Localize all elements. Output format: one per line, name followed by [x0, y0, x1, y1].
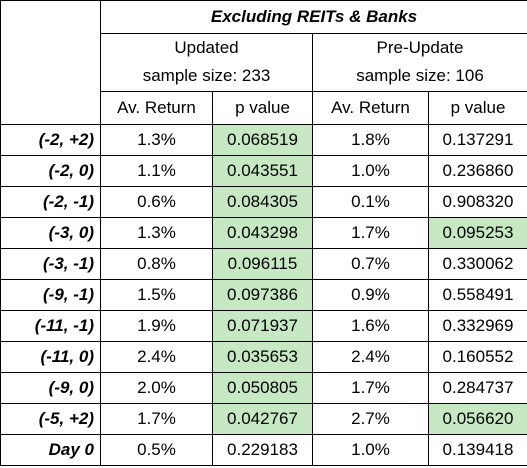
- data-cell: 1.0%: [312, 155, 429, 187]
- sample-size: sample size: 106: [312, 61, 527, 92]
- data-cell: 0.068519: [212, 124, 313, 156]
- data-cell: 0.056620: [428, 403, 527, 435]
- data-cell: 1.0%: [312, 434, 429, 466]
- data-row: (-3, 0) 1.3% 0.043298 1.7% 0.095253: [0, 217, 527, 249]
- data-row: (-9, 0) 2.0% 0.050805 1.7% 0.284737: [0, 372, 527, 404]
- data-cell: 0.7%: [312, 248, 429, 280]
- data-cell: 1.3%: [100, 217, 213, 249]
- data-cell: 0.1%: [312, 186, 429, 218]
- data-cell: 0.043298: [212, 217, 313, 249]
- data-cell: 0.097386: [212, 279, 313, 311]
- data-cell: 1.5%: [100, 279, 213, 311]
- data-cell: 0.6%: [100, 186, 213, 218]
- sample-size: sample size: 233: [100, 61, 313, 92]
- data-cell: 0.330062: [428, 248, 527, 280]
- data-cell: 0.284737: [428, 372, 527, 404]
- data-cell: 0.095253: [428, 217, 527, 249]
- data-cell: 0.229183: [212, 434, 313, 466]
- row-label: (-2, +2): [0, 124, 101, 156]
- column-header: Av. Return: [100, 91, 213, 125]
- corner-cell: [0, 0, 101, 125]
- data-cell: 0.137291: [428, 124, 527, 156]
- data-row: Day 0 0.5% 0.229183 1.0% 0.139418: [0, 434, 527, 466]
- data-cell: 0.5%: [100, 434, 213, 466]
- data-cell: 1.6%: [312, 310, 429, 342]
- data-cell: 1.7%: [312, 372, 429, 404]
- data-cell: 1.3%: [100, 124, 213, 156]
- column-header: Av. Return: [312, 91, 429, 125]
- data-cell: 2.4%: [312, 341, 429, 373]
- row-label: (-2, 0): [0, 155, 101, 187]
- data-row: (-2, 0) 1.1% 0.043551 1.0% 0.236860: [0, 155, 527, 187]
- data-cell: 1.7%: [312, 217, 429, 249]
- row-label: (-5, +2): [0, 403, 101, 435]
- row-label: (-9, 0): [0, 372, 101, 404]
- data-row: (-11, 0) 2.4% 0.035653 2.4% 0.160552: [0, 341, 527, 373]
- data-cell: 0.8%: [100, 248, 213, 280]
- data-cell: 1.7%: [100, 403, 213, 435]
- row-label: (-11, 0): [0, 341, 101, 373]
- group-row: Updated Pre-Update: [1, 33, 527, 62]
- row-label: (-9, -1): [0, 279, 101, 311]
- data-cell: 0.096115: [212, 248, 313, 280]
- data-cell: 0.9%: [312, 279, 429, 311]
- data-row: (-2, +2) 1.3% 0.068519 1.8% 0.137291: [0, 124, 527, 156]
- group-name: Updated: [100, 33, 313, 62]
- data-cell: 0.332969: [428, 310, 527, 342]
- data-cell: 2.4%: [100, 341, 213, 373]
- data-cell: 0.139418: [428, 434, 527, 466]
- data-cell: 0.042767: [212, 403, 313, 435]
- row-label: (-11, -1): [0, 310, 101, 342]
- column-header: p value: [428, 91, 527, 125]
- data-row: (-3, -1) 0.8% 0.096115 0.7% 0.330062: [0, 248, 527, 280]
- title-row: Excluding REITs & Banks: [0, 0, 527, 125]
- data-cell: 1.9%: [100, 310, 213, 342]
- row-label: (-3, 0): [0, 217, 101, 249]
- group-name: Pre-Update: [312, 33, 527, 62]
- row-label: (-2, -1): [0, 186, 101, 218]
- row-label: Day 0: [0, 434, 101, 466]
- data-cell: 0.043551: [212, 155, 313, 187]
- data-cell: 2.7%: [312, 403, 429, 435]
- data-cell: 0.558491: [428, 279, 527, 311]
- data-cell: 0.908320: [428, 186, 527, 218]
- data-row: (-5, +2) 1.7% 0.042767 2.7% 0.056620: [0, 403, 527, 435]
- table-title: Excluding REITs & Banks: [100, 0, 527, 34]
- data-cell: 1.1%: [100, 155, 213, 187]
- header-row: Av. Return p value Av. Return p value: [1, 91, 527, 125]
- row-label: (-3, -1): [0, 248, 101, 280]
- data-row: (-9, -1) 1.5% 0.097386 0.9% 0.558491: [0, 279, 527, 311]
- data-row: (-11, -1) 1.9% 0.071937 1.6% 0.332969: [0, 310, 527, 342]
- data-row: (-2, -1) 0.6% 0.084305 0.1% 0.908320: [0, 186, 527, 218]
- data-cell: 0.236860: [428, 155, 527, 187]
- data-cell: 0.084305: [212, 186, 313, 218]
- data-cell: 2.0%: [100, 372, 213, 404]
- data-cell: 0.050805: [212, 372, 313, 404]
- data-cell: 0.035653: [212, 341, 313, 373]
- data-cell: 0.160552: [428, 341, 527, 373]
- column-header: p value: [212, 91, 313, 125]
- data-cell: 1.8%: [312, 124, 429, 156]
- data-cell: 0.071937: [212, 310, 313, 342]
